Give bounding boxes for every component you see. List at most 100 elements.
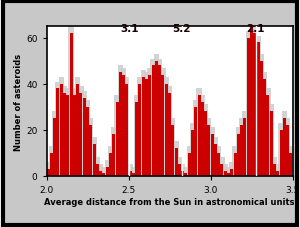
Bar xyxy=(155,62,158,176)
Bar xyxy=(214,144,217,176)
Bar xyxy=(191,130,194,176)
Bar xyxy=(286,126,289,176)
Bar xyxy=(164,78,169,176)
Bar xyxy=(158,66,161,176)
Bar xyxy=(250,27,253,176)
Bar xyxy=(220,165,224,176)
Bar xyxy=(183,167,188,176)
Bar xyxy=(152,66,154,176)
Bar xyxy=(135,103,138,176)
Bar xyxy=(171,126,174,176)
Bar xyxy=(147,68,152,176)
Bar xyxy=(125,84,128,176)
Bar xyxy=(80,94,82,176)
Bar xyxy=(268,105,274,176)
Bar xyxy=(227,174,230,176)
Bar xyxy=(276,171,279,176)
Bar xyxy=(58,78,64,176)
Bar xyxy=(92,137,97,176)
Bar xyxy=(243,119,246,176)
Bar xyxy=(263,80,266,176)
Bar xyxy=(203,105,208,176)
Bar xyxy=(187,146,192,176)
Bar xyxy=(56,82,61,176)
Bar xyxy=(60,84,63,176)
Bar xyxy=(148,75,151,176)
Bar xyxy=(280,130,283,176)
Text: 3.1: 3.1 xyxy=(120,24,139,34)
Text: 2.1: 2.1 xyxy=(246,24,265,34)
Bar xyxy=(167,87,172,176)
Bar xyxy=(70,34,73,176)
Bar xyxy=(49,146,54,176)
Bar xyxy=(144,73,149,176)
Bar xyxy=(82,91,87,176)
Bar xyxy=(232,146,238,176)
Bar xyxy=(121,68,126,176)
Bar xyxy=(207,126,210,176)
Bar xyxy=(224,171,227,176)
Bar xyxy=(247,39,250,176)
Bar xyxy=(139,84,142,176)
Bar xyxy=(128,165,133,176)
Bar xyxy=(98,165,103,176)
Bar xyxy=(193,100,198,176)
Bar xyxy=(285,119,290,176)
X-axis label: Average distance from the Sun in astronomical units: Average distance from the Sun in astrono… xyxy=(44,197,295,206)
Bar xyxy=(83,98,86,176)
Bar xyxy=(188,153,191,176)
Bar xyxy=(145,80,148,176)
Bar xyxy=(255,36,261,176)
Bar xyxy=(141,71,146,176)
Bar xyxy=(131,167,136,176)
Bar xyxy=(213,137,218,176)
Bar xyxy=(265,89,271,176)
Bar xyxy=(118,66,123,176)
Bar xyxy=(106,167,109,176)
Bar xyxy=(253,34,256,176)
Bar xyxy=(76,84,79,176)
Bar xyxy=(230,169,233,176)
Bar xyxy=(249,20,254,176)
Bar xyxy=(292,165,296,176)
Bar xyxy=(154,55,159,176)
Bar xyxy=(266,96,269,176)
Bar xyxy=(194,107,197,176)
Bar xyxy=(119,73,122,176)
Bar xyxy=(132,174,135,176)
Bar xyxy=(63,94,66,176)
Bar xyxy=(46,162,51,176)
Bar xyxy=(165,84,168,176)
Bar xyxy=(272,158,277,176)
Bar xyxy=(239,119,244,176)
Bar xyxy=(270,112,273,176)
Bar xyxy=(180,165,185,176)
Bar xyxy=(170,119,176,176)
Bar xyxy=(278,123,284,176)
Bar xyxy=(78,87,84,176)
Bar xyxy=(292,158,297,176)
Bar xyxy=(209,128,215,176)
Bar xyxy=(137,78,142,176)
Bar xyxy=(95,158,100,176)
Bar xyxy=(108,146,113,176)
Bar xyxy=(242,112,247,176)
Bar xyxy=(200,96,205,176)
Bar xyxy=(66,96,69,176)
Bar xyxy=(256,43,260,176)
Bar xyxy=(204,112,207,176)
Bar xyxy=(175,148,178,176)
Bar xyxy=(151,59,156,176)
Bar xyxy=(86,107,89,176)
Bar xyxy=(237,135,240,176)
Bar xyxy=(105,160,110,176)
Bar xyxy=(275,165,280,176)
Bar xyxy=(196,89,202,176)
Bar xyxy=(283,119,286,176)
Bar xyxy=(65,89,70,176)
Bar xyxy=(240,126,243,176)
Bar xyxy=(72,89,77,176)
Bar xyxy=(56,89,59,176)
Bar xyxy=(219,158,225,176)
Bar xyxy=(234,153,237,176)
